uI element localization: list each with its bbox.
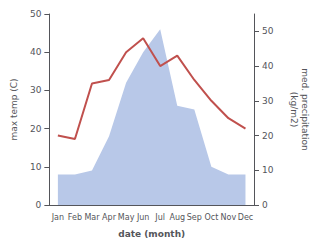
svg-text:Jun: Jun <box>136 213 150 222</box>
svg-text:Jan: Jan <box>51 213 64 222</box>
svg-text:30: 30 <box>262 96 274 106</box>
svg-text:10: 10 <box>262 165 274 175</box>
svg-text:Apr: Apr <box>102 213 117 222</box>
svg-text:date (month): date (month) <box>118 229 185 239</box>
svg-text:10: 10 <box>30 162 42 172</box>
svg-text:30: 30 <box>30 85 42 95</box>
svg-text:Nov: Nov <box>221 213 237 222</box>
svg-text:Oct: Oct <box>204 213 218 222</box>
svg-text:Mar: Mar <box>84 213 100 222</box>
svg-text:0: 0 <box>262 200 268 210</box>
svg-text:max temp (C): max temp (C) <box>9 78 19 140</box>
svg-text:0: 0 <box>36 200 42 210</box>
svg-text:50: 50 <box>30 9 42 19</box>
svg-text:50: 50 <box>262 26 274 36</box>
svg-text:40: 40 <box>30 47 42 57</box>
svg-text:Jul: Jul <box>154 213 165 222</box>
svg-text:Aug: Aug <box>169 213 185 222</box>
svg-text:(kg/m2): (kg/m2) <box>289 92 299 127</box>
svg-text:med. precipitation: med. precipitation <box>300 68 310 150</box>
svg-text:20: 20 <box>30 124 42 134</box>
svg-text:Feb: Feb <box>68 213 82 222</box>
svg-text:20: 20 <box>262 131 274 141</box>
svg-text:40: 40 <box>262 61 274 71</box>
svg-text:Dec: Dec <box>238 213 253 222</box>
svg-text:May: May <box>118 213 135 222</box>
svg-text:Sep: Sep <box>187 213 202 222</box>
